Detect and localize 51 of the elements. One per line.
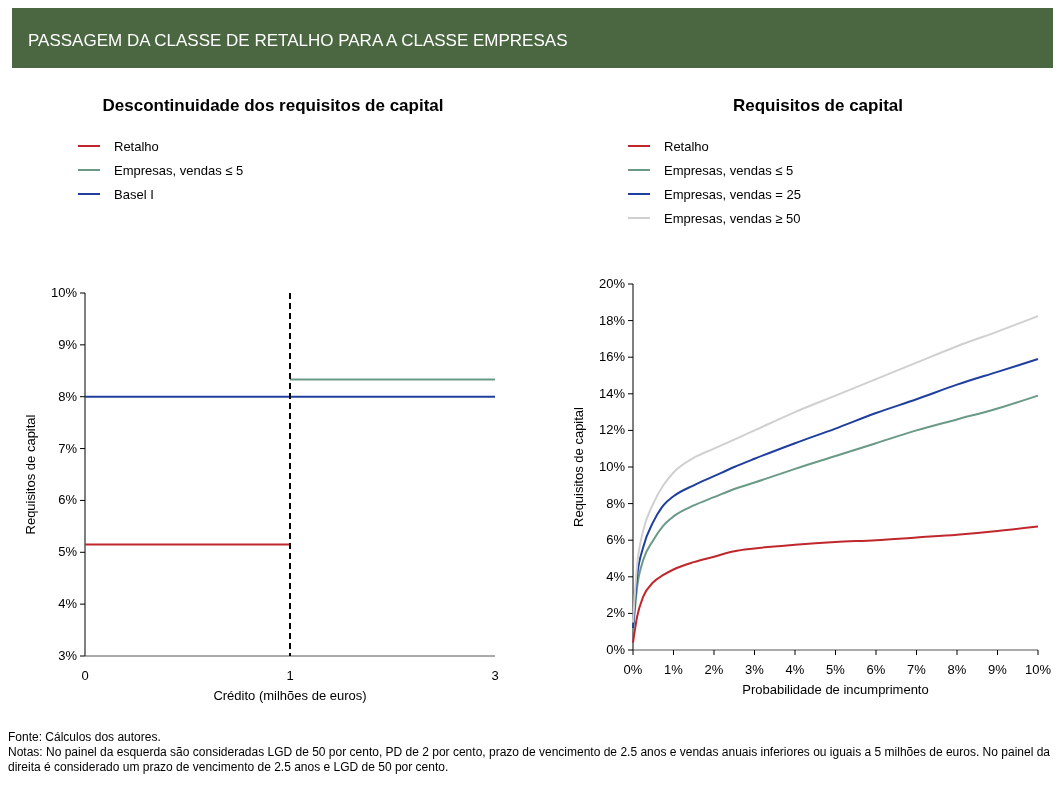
y-tick-label: 12%	[598, 422, 626, 438]
x-tick-label: 4%	[785, 662, 805, 677]
y-axis-title: Requisitos de capital	[571, 406, 586, 527]
chart-title: Requisitos de capital	[732, 96, 904, 115]
y-tick-label: 8%	[58, 388, 78, 404]
y-tick-label: 6%	[606, 532, 626, 548]
source-note: Fonte: Cálculos dos autores.	[8, 730, 162, 745]
x-tick-label: 5%	[826, 662, 846, 677]
y-tick-label: 4%	[58, 596, 78, 612]
y-tick-label: 9%	[58, 336, 78, 352]
x-tick-label: 0%	[623, 662, 643, 677]
legend-label: Basel I	[114, 187, 154, 202]
legend-label: Empresas, vendas ≤ 5	[664, 163, 794, 178]
y-tick-label: 6%	[58, 492, 78, 508]
x-axis-title: Crédito (milhões de euros)	[213, 688, 367, 703]
x-tick-label: 0	[81, 668, 89, 683]
x-tick-label: 1	[286, 668, 294, 683]
x-tick-label: 8%	[947, 662, 967, 677]
text: Notas: No painel da esquerda são consideradas LGD de 50 por cento, PD de 2 por cento, prazo de vencimento de 2.5 anos e vendas anuais inferiores ou iguais a 5 milhões de euros. No painel da direita é considerado um prazo de vencimento de 2.5 anos e LGD de 50 por cento.	[8, 745, 1051, 775]
y-tick-label: 5%	[58, 544, 78, 560]
legend-label: Retalho	[114, 139, 159, 154]
x-tick-label: 9%	[988, 662, 1008, 677]
y-tick-label: 3%	[58, 648, 78, 663]
x-tick-label: 6%	[866, 662, 886, 677]
y-tick-label: 8%	[606, 495, 626, 511]
y-tick-label: 7%	[58, 440, 78, 456]
y-tick-label: 10%	[50, 285, 78, 300]
line-series	[632, 525, 1039, 644]
text: PASSAGEM DA CLASSE DE RETALHO PARA A CLASSE EMPRESAS	[28, 31, 568, 50]
y-tick-label: 16%	[598, 349, 626, 365]
x-tick-label: 1%	[664, 662, 684, 677]
x-axis-title: Probabilidade de incumprimento	[742, 682, 929, 697]
legend-label: Empresas, vendas = 25	[664, 187, 801, 202]
y-tick-label: 14%	[598, 385, 626, 401]
y-axis-title: Requisitos de capital	[23, 414, 38, 535]
x-tick-label: 10%	[1024, 662, 1052, 677]
legend-label: Empresas, vendas ≤ 5	[114, 163, 244, 178]
y-tick-label: 10%	[598, 459, 626, 474]
x-tick-label: 7%	[907, 662, 927, 677]
chart-title: Descontinuidade dos requisitos de capital	[102, 96, 444, 115]
x-tick-label: 3%	[745, 662, 765, 677]
legend-label: Empresas, vendas ≥ 50	[664, 211, 801, 226]
legend-label: Retalho	[664, 139, 709, 154]
y-tick-label: 4%	[606, 568, 626, 584]
y-tick-label: 20%	[598, 276, 626, 291]
x-tick-label: 3	[491, 668, 499, 683]
x-tick-label: 2%	[704, 662, 724, 677]
line-series	[632, 315, 1039, 624]
y-tick-label: 2%	[606, 605, 626, 621]
y-tick-label: 18%	[598, 312, 626, 328]
y-tick-label: 0%	[606, 642, 626, 657]
